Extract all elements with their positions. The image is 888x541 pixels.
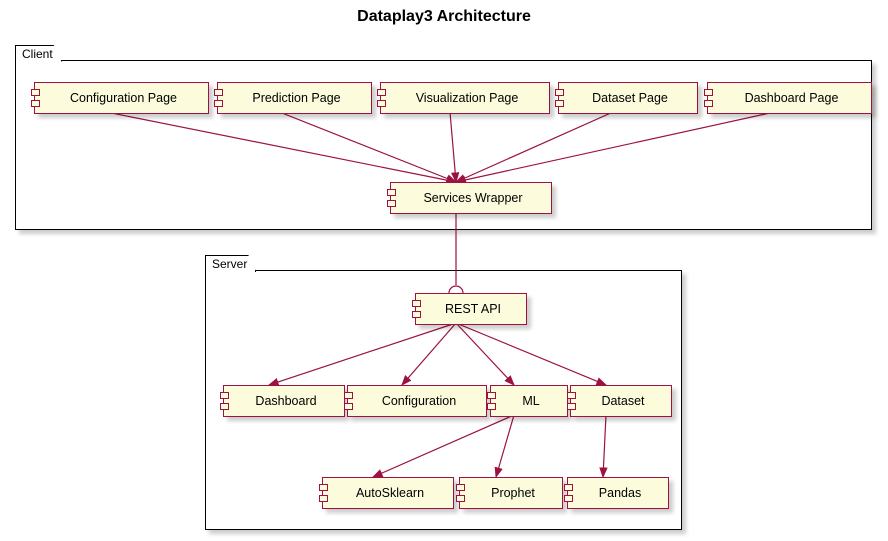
- package-label-client: Client: [15, 45, 62, 62]
- component-config: Configuration: [347, 385, 487, 417]
- component-autosk: AutoSklearn: [322, 477, 454, 509]
- component-dash-page: Dashboard Page: [707, 82, 872, 114]
- component-pandas: Pandas: [567, 477, 669, 509]
- diagram-title: Dataplay3 Architecture: [0, 0, 888, 26]
- component-viz-page: Visualization Page: [380, 82, 550, 114]
- component-pred-page: Prediction Page: [217, 82, 372, 114]
- component-dashboard: Dashboard: [223, 385, 345, 417]
- component-prophet: Prophet: [459, 477, 563, 509]
- component-ml: ML: [490, 385, 568, 417]
- component-ds-page: Dataset Page: [558, 82, 698, 114]
- component-svc-wrap: Services Wrapper: [390, 182, 552, 214]
- component-rest-api: REST API: [415, 293, 527, 325]
- package-label-server: Server: [205, 255, 256, 272]
- component-dataset: Dataset: [570, 385, 672, 417]
- component-cfg-page: Configuration Page: [34, 82, 209, 114]
